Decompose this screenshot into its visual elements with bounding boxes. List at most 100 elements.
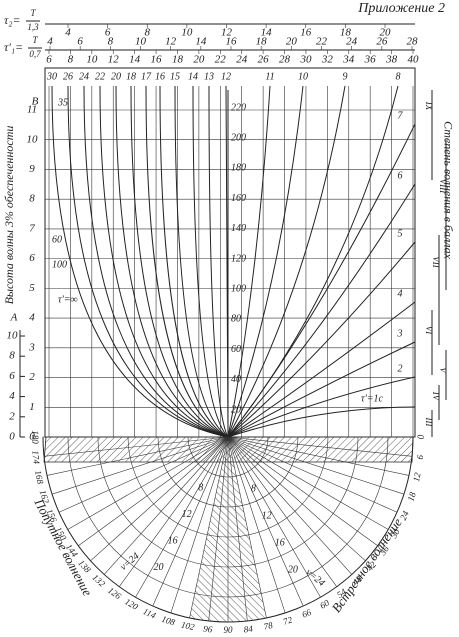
tau2-den: 1,3 <box>27 22 39 32</box>
curve <box>227 85 271 438</box>
grade-label: IX <box>424 101 434 111</box>
polar-ray <box>227 436 413 457</box>
angle-label: 18 <box>405 490 417 502</box>
center-tick-label: 20 <box>231 404 241 415</box>
polar-ray <box>227 436 304 607</box>
polar-ray <box>227 436 248 622</box>
polar-ray <box>227 436 366 562</box>
grade-label: VII <box>431 256 441 268</box>
tau-tick-label: 40 <box>408 54 420 66</box>
inner-label: 35 <box>57 97 68 108</box>
polar-ray <box>43 436 229 457</box>
curve <box>174 85 229 438</box>
angle-label: 180 <box>30 430 40 444</box>
right-curve-label: τ'=1c <box>361 393 383 404</box>
polar-ray <box>227 436 321 598</box>
tau2-tick-label: 10 <box>181 27 193 39</box>
a-tick-label: 8 <box>9 350 15 362</box>
left-tick-label: 5 <box>29 282 35 294</box>
right-curve-label: 4 <box>398 288 403 299</box>
left-tick-label: 7 <box>29 222 35 234</box>
curve <box>67 85 229 438</box>
angle-label: 24 <box>398 509 411 522</box>
polar-ray <box>227 436 267 619</box>
polar-ray <box>90 436 229 562</box>
left-tick-label: 2 <box>29 371 35 383</box>
tau-tick-label: 12 <box>108 54 120 66</box>
tau2-label: τ₂= <box>4 13 21 27</box>
ring-label: 16 <box>275 537 285 548</box>
ring-label: 12 <box>262 510 272 521</box>
curve <box>145 85 229 438</box>
polar-ray <box>208 436 229 622</box>
tau1-num: T <box>32 35 38 45</box>
ring-label: 16 <box>168 535 178 546</box>
angle-label: 168 <box>33 469 46 485</box>
ring-label: 8 <box>198 483 203 494</box>
tau1-tick-label: 6 <box>77 36 83 48</box>
curve-label: 10 <box>298 71 308 82</box>
tau-tick-label: 28 <box>279 54 291 66</box>
inner-label: τ'=∞ <box>58 294 78 305</box>
angle-label: 72 <box>282 614 294 626</box>
curve <box>227 301 416 438</box>
curve <box>227 85 346 438</box>
curve <box>227 85 304 438</box>
polar-ray <box>103 436 229 575</box>
curve-label: 16 <box>155 71 165 82</box>
a-tick-label: 6 <box>9 370 15 382</box>
tau-tick-label: 26 <box>258 54 270 66</box>
left-tick-label: 1 <box>29 401 35 413</box>
tau-tick-label: 6 <box>46 54 52 66</box>
curve <box>51 85 229 438</box>
angle-label: 114 <box>142 606 158 621</box>
tau-tick-label: 8 <box>68 54 74 66</box>
angle-label: 162 <box>38 489 52 505</box>
curve <box>227 341 416 438</box>
curve <box>83 85 229 438</box>
curve-label: 24 <box>79 71 89 82</box>
curve-label: 11 <box>265 71 274 82</box>
angle-label: 174 <box>30 450 41 465</box>
curve-label: 15 <box>170 71 180 82</box>
left-tick-label: 6 <box>29 252 35 264</box>
curve-label: 9 <box>343 71 348 82</box>
tau1-label: τ'₁= <box>4 40 23 54</box>
tau1-tick-label: 10 <box>135 36 147 48</box>
tau-tick-label: 30 <box>299 54 312 66</box>
tau1-tick-label: 20 <box>286 36 298 48</box>
tau-tick-label: 36 <box>364 54 377 66</box>
tau1-tick-label: 12 <box>165 36 177 48</box>
polar-ray <box>135 436 229 598</box>
left-axis-name: В <box>32 96 39 108</box>
tau2-tick-label: 6 <box>105 27 111 39</box>
curve-label: 12 <box>221 71 231 82</box>
tau2-tick-label: 16 <box>300 27 312 39</box>
curve <box>192 85 229 438</box>
tau2-num: T <box>30 8 36 18</box>
center-tick-label: 100 <box>231 283 246 294</box>
polar-ray <box>189 436 229 619</box>
grade-label: III <box>424 417 434 428</box>
right-axis-title: Степень волнения в баллах <box>441 121 455 260</box>
a-tick-label: 2 <box>9 410 15 422</box>
curve-label: 17 <box>141 71 152 82</box>
curve <box>130 85 229 438</box>
left-tick-label: 11 <box>27 104 37 116</box>
tau-tick-label: 22 <box>215 54 227 66</box>
tau2-tick-label: 12 <box>221 27 233 39</box>
curve <box>225 85 229 438</box>
tau1-tick-label: 22 <box>316 36 328 48</box>
curve <box>227 183 416 438</box>
center-tick-label: 220 <box>231 102 246 113</box>
polar-ray <box>46 436 229 476</box>
tau-tick-label: 32 <box>321 54 334 66</box>
polar-ray <box>51 436 229 495</box>
grade-label: IV <box>431 391 441 402</box>
ring-label: 20 <box>288 564 298 575</box>
tau1-tick-label: 26 <box>376 36 388 48</box>
curve-label: 30 <box>46 71 57 82</box>
curve-label: 13 <box>204 71 214 82</box>
curve <box>99 85 229 438</box>
polar-ray <box>58 436 229 513</box>
